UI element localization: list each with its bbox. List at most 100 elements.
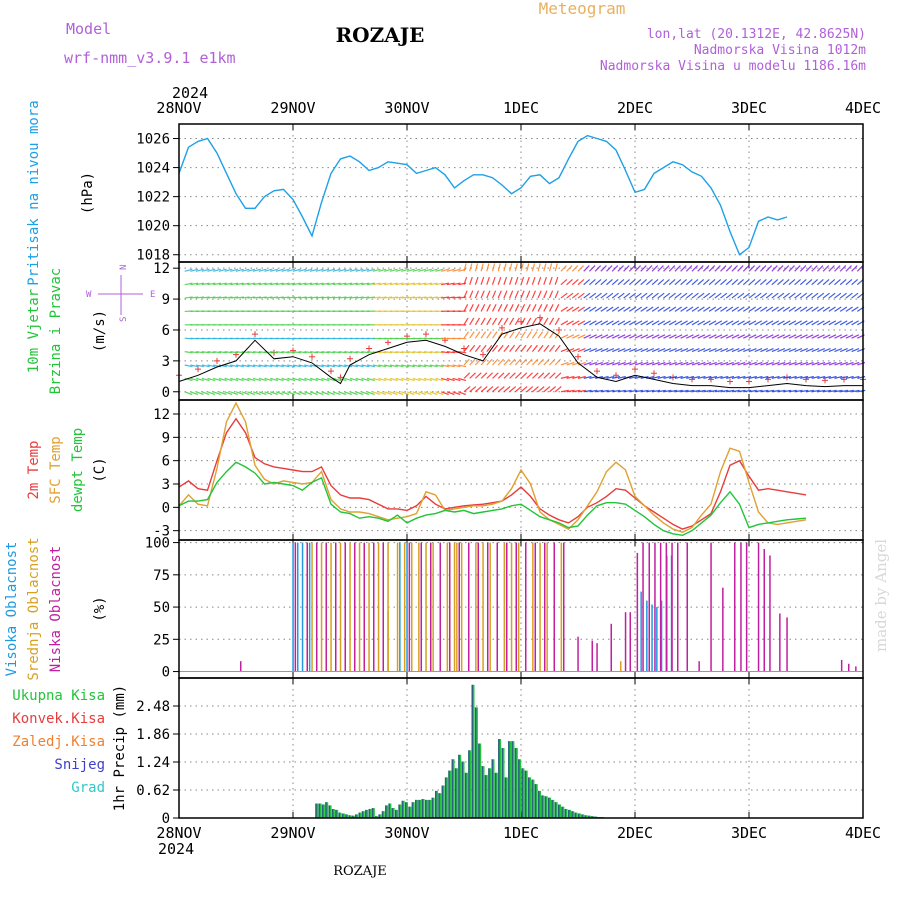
wind-arrow [509,276,513,285]
wind-arrow [560,278,568,286]
wind-arrow [503,290,508,299]
wind-arrow [583,389,592,393]
wind-arrow [531,331,538,339]
wind-arrow [646,334,654,339]
gust-marker [385,339,391,346]
wind-arrow [235,351,244,354]
bar-low [722,587,724,672]
wind-arrow [418,377,427,382]
wind-arrow [253,351,262,354]
bar-mid [311,542,313,672]
wind-arrow [184,364,193,368]
wind-arrow [486,276,490,285]
wind-arrow [760,278,767,286]
wind-arrow [218,391,227,396]
wind-arrow [771,334,780,339]
wind-arrow [184,391,193,396]
wind-arrow [549,358,556,366]
wind-arrow [361,268,370,272]
wind-arrow [783,361,791,366]
wind-arrow [304,377,313,382]
wind-arrow [600,361,609,366]
series-temp2m [178,417,807,530]
wind-arrow [361,296,370,299]
wind-arrow [748,320,757,326]
wind-arrow [851,348,860,353]
wind-arrow [441,282,450,286]
unit-label: (m/s) [92,310,108,352]
bar-low [487,542,489,672]
wind-arrow [195,377,204,382]
wind-arrow [458,391,467,396]
compass: W E N S [86,265,155,322]
wind-arrow [201,268,210,272]
wind-arrow [788,334,797,339]
wind-arrow [720,361,729,366]
wind-arrow [783,375,792,379]
wind-arrow [304,351,313,354]
wind-arrow [628,265,636,272]
wind-arrow [748,292,756,299]
wind-arrow [372,268,381,272]
bar-precip_total-shade [415,799,417,818]
wind-arrow [754,306,762,312]
x-tick-label-top: 30NOV [384,99,429,117]
bar-mid [330,542,332,672]
wind-arrow [486,263,490,272]
wind-arrow [401,364,410,368]
wind-arrow [389,296,398,299]
wind-arrow [834,265,841,272]
bar-precip_total-shade [491,759,493,818]
wind-arrow [720,375,729,379]
bar-low [610,623,612,672]
wind-arrow [594,361,603,366]
wind-arrow [474,317,481,326]
wind-arrow [629,334,637,339]
watermark: made by Angel [872,539,890,652]
wind-arrow [480,317,486,326]
wind-arrow [594,306,603,312]
bar-precip_total-shade [468,750,470,818]
wind-arrow [571,306,580,312]
wind-arrow [497,331,504,339]
wind-arrow [349,364,358,368]
wind-arrow [668,334,677,339]
bar-precip_total-shade [318,803,321,818]
wind-arrow [486,331,492,339]
wind-arrow [213,282,222,286]
wind-arrow [395,377,404,382]
wind-arrow [788,375,797,379]
wind-arrow [685,292,694,299]
wind-arrow [492,358,499,366]
bar-high [646,600,648,672]
wind-arrow [292,351,301,354]
wind-arrow [577,278,585,286]
wind-arrow [811,334,820,339]
wind-arrow [338,296,347,299]
y-tick-label: 100 [145,536,170,552]
wind-arrow [378,282,387,286]
wind-arrow [378,364,387,368]
wind-arrow [725,306,734,312]
y-tick-label: 75 [153,568,170,584]
wind-arrow [657,320,666,326]
wind-arrow [663,320,671,326]
wind-arrow [725,278,733,286]
wind-arrow [743,389,752,393]
y-tick-label: -3 [153,524,170,540]
y-tick-label: 1.24 [136,755,170,771]
wind-arrow [401,391,410,396]
wind-arrow [235,377,244,382]
wind-arrow [760,334,768,339]
wind-arrow [805,265,813,272]
wind-arrow [840,375,849,379]
panel-label: 10m Vjetar [26,289,42,373]
bar-precip_total-shade [435,790,437,818]
wind-arrow [554,386,562,393]
wind-arrow [503,304,509,312]
bar-precip_total-shade [368,809,370,818]
wind-arrow [708,292,716,299]
bar-mid [475,542,477,672]
wind-arrow [760,306,768,312]
wind-arrow [292,296,301,299]
